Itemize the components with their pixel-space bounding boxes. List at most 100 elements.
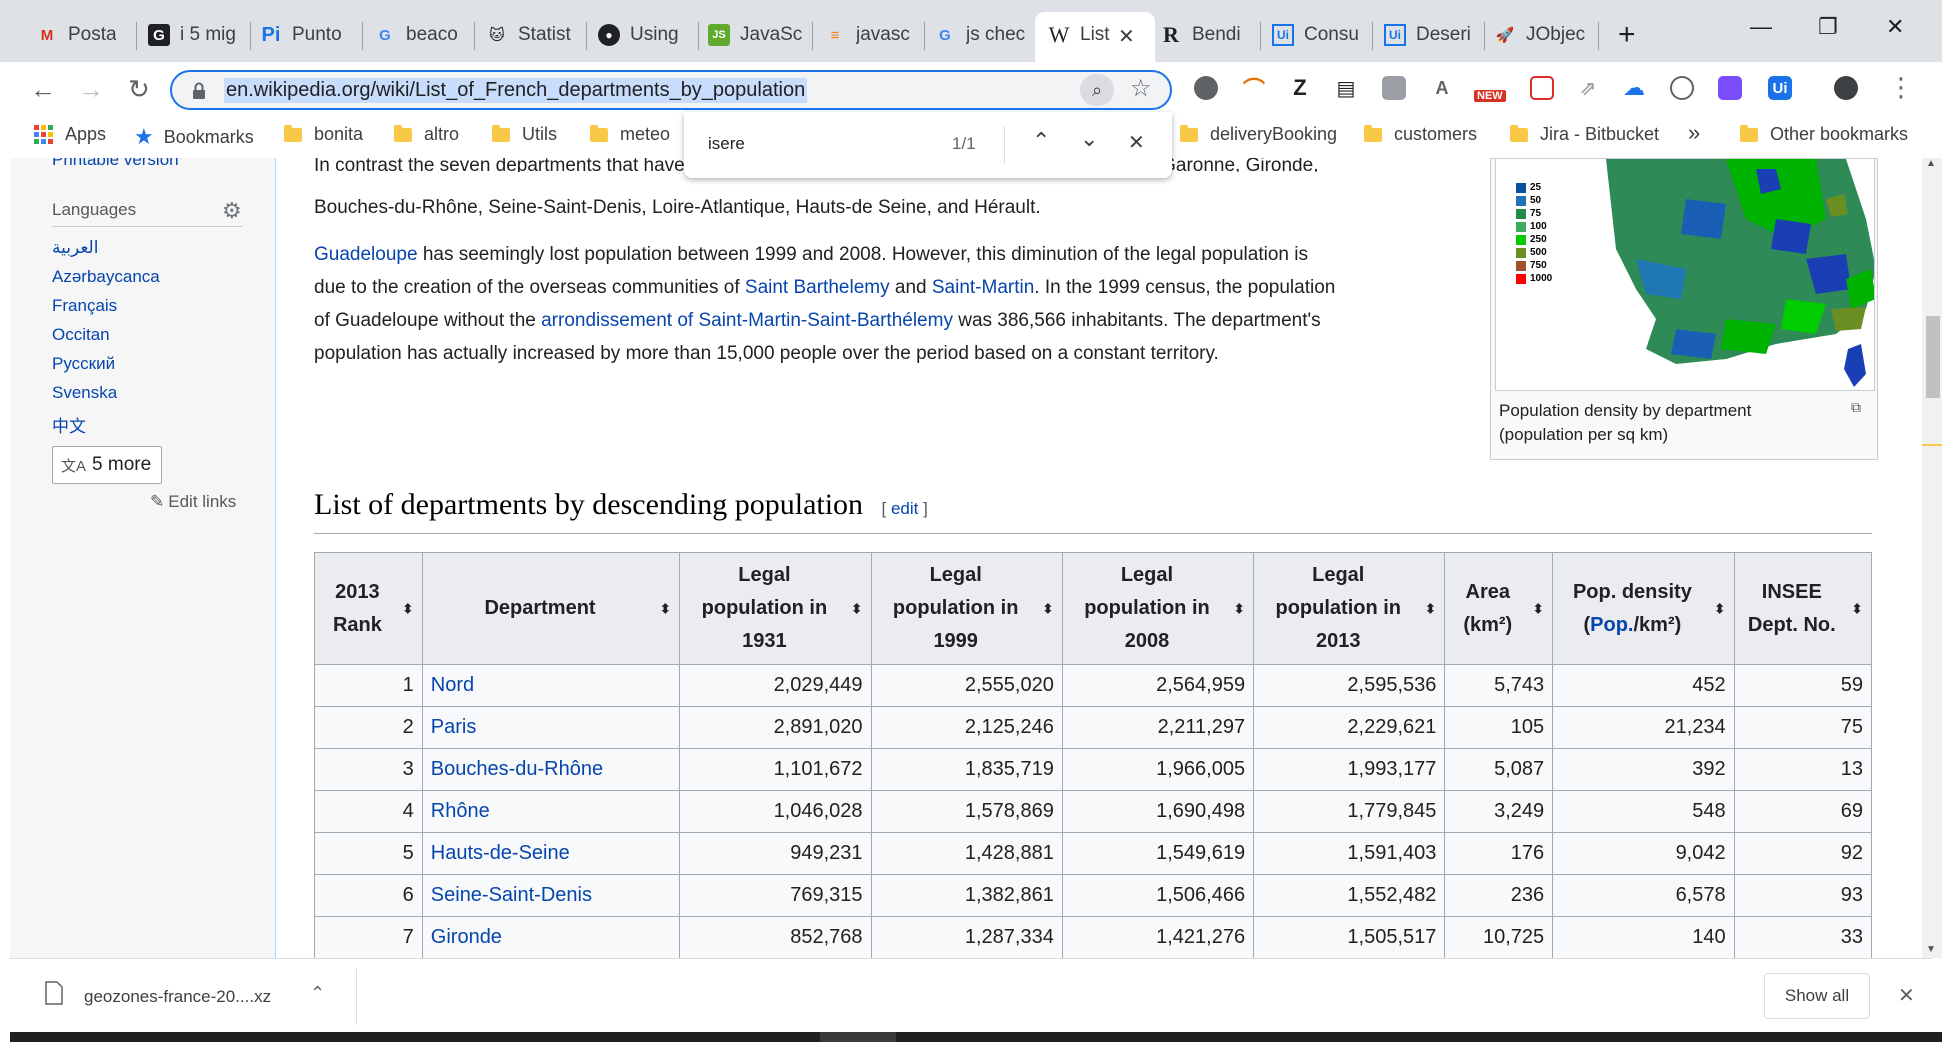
tab-js-check[interactable]: G js chec (934, 20, 1028, 50)
saint-barthelemy-link[interactable]: Saint Barthelemy (744, 277, 890, 298)
extension-purple-icon[interactable] (1718, 76, 1742, 100)
department-link[interactable]: Gironde (421, 916, 681, 958)
tab-punto[interactable]: Pi Punto (260, 20, 356, 50)
column-header-insee[interactable]: INSEE Dept. No. (1733, 552, 1873, 665)
lock-icon[interactable] (192, 82, 206, 100)
find-close-icon[interactable]: ✕ (1128, 132, 1145, 154)
department-link[interactable]: Seine-Saint-Denis (421, 874, 681, 917)
reload-icon[interactable]: ↻ (128, 74, 150, 104)
tab-javascript[interactable]: JS JavaSc (708, 20, 804, 50)
find-in-page-icon[interactable]: ⌕ (1080, 74, 1114, 106)
column-header-pop-1931[interactable]: Legal population in 1931 (679, 552, 872, 665)
department-link[interactable]: Bouches-du-Rhône (421, 748, 681, 791)
extension-ui-icon[interactable]: Ui (1768, 76, 1792, 100)
url-text[interactable]: en.wikipedia.org/wiki/List_of_French_dep… (224, 78, 808, 103)
column-header-pop-2008[interactable]: Legal population in 2008 (1061, 552, 1255, 665)
language-link-french[interactable]: Français (52, 296, 118, 315)
download-filename[interactable]: geozones-france-20....xz (84, 987, 272, 1006)
bookmark-folder-utils[interactable]: Utils (492, 124, 557, 145)
language-link-arabic[interactable]: العربية (52, 238, 99, 257)
find-next-icon[interactable]: ⌄ (1080, 126, 1099, 151)
language-link-swedish[interactable]: Svenska (52, 383, 118, 402)
tab-beacon[interactable]: G beaco (374, 20, 466, 50)
bookmark-apps[interactable]: Apps (34, 124, 106, 145)
scrollbar-thumb[interactable] (1926, 316, 1940, 398)
bookmark-folder-altro[interactable]: altro (394, 124, 459, 145)
profile-avatar[interactable] (1834, 76, 1858, 100)
department-link[interactable]: Hauts-de-Seine (421, 832, 681, 875)
tab-deseri[interactable]: Ui Deseri (1384, 20, 1474, 50)
translate-icon[interactable]: A (1435, 77, 1449, 98)
arrondissement-link[interactable]: arrondissement of Saint-Martin-Saint-Bar… (541, 310, 953, 331)
scroll-down-icon[interactable]: ▼ (1926, 944, 1936, 955)
tab-g[interactable]: G i 5 mig (148, 20, 240, 50)
vertical-scrollbar[interactable]: ▲ ▼ (1922, 158, 1942, 958)
cloud-icon[interactable]: ☁ (1623, 75, 1645, 100)
bookmark-other[interactable]: Other bookmarks (1740, 124, 1908, 145)
bookmarks-overflow-button[interactable]: » (1688, 120, 1701, 145)
share-icon[interactable]: ⇗ (1579, 77, 1597, 100)
show-all-button[interactable]: Show all (1764, 973, 1870, 1019)
department-link[interactable]: Paris (421, 706, 681, 749)
column-header-density[interactable]: Pop. density (Pop./km²) (1552, 552, 1735, 665)
extension-doc-icon[interactable]: ▤ (1336, 77, 1356, 100)
guadeloupe-link[interactable]: Guadeloupe (314, 244, 418, 265)
printable-version-link[interactable]: Printable version (52, 158, 179, 169)
column-header-pop-2013[interactable]: Legal population in 2013 (1253, 552, 1446, 665)
scroll-up-icon[interactable]: ▲ (1926, 158, 1936, 169)
bookmark-folder-meteo[interactable]: meteo (590, 124, 670, 145)
language-link-occitan[interactable]: Occitan (52, 325, 110, 344)
tab-bending[interactable]: R Bendi (1160, 20, 1250, 50)
column-header-department[interactable]: Department (421, 552, 681, 665)
language-link-russian[interactable]: Русский (52, 354, 116, 373)
close-window-icon[interactable]: ✕ (1886, 14, 1905, 39)
close-download-bar-icon[interactable]: ✕ (1898, 985, 1915, 1007)
new-tab-icon[interactable]: + (1618, 18, 1636, 51)
forward-icon[interactable]: → (78, 74, 104, 104)
section-edit-link[interactable]: edit (890, 499, 919, 518)
more-languages-button[interactable]: 文A 5 more (52, 446, 162, 484)
back-icon[interactable]: ← (30, 74, 56, 104)
edit-links-link[interactable]: ✎ Edit links (150, 492, 236, 512)
bookmark-folder-deliverybooking[interactable]: deliveryBooking (1180, 124, 1337, 145)
omnibox[interactable]: en.wikipedia.org/wiki/List_of_French_dep… (170, 70, 1172, 110)
language-link-chinese[interactable]: 中文 (52, 417, 86, 436)
extension-z-icon[interactable]: Z (1293, 75, 1307, 100)
tab-gmail[interactable]: M Posta i (36, 20, 116, 50)
find-previous-icon[interactable]: ⌃ (1032, 128, 1051, 153)
department-link[interactable]: Rhône (421, 790, 681, 833)
menu-icon[interactable]: ⋮ (1888, 72, 1914, 102)
star-bookmark-icon[interactable]: ☆ (1130, 75, 1152, 102)
tab-jobject[interactable]: 🚀 JObjec (1494, 20, 1586, 50)
tab-list-active[interactable]: W List (1048, 20, 1120, 50)
bookmark-folder-jira[interactable]: Jira - Bitbucket (1510, 124, 1659, 145)
saint-martin-link[interactable]: Saint-Martin (931, 277, 1035, 298)
bookmark-bookmarks[interactable]: ★ Bookmarks (134, 124, 254, 150)
taskbar-active-item[interactable] (820, 1032, 896, 1042)
extension-chart-icon[interactable] (1382, 76, 1406, 100)
bookmark-folder-bonita[interactable]: bonita (284, 124, 363, 145)
close-tab-icon[interactable]: ✕ (1118, 26, 1135, 48)
extension-circle-icon[interactable] (1194, 76, 1218, 100)
extension-pocket-icon[interactable] (1530, 76, 1554, 100)
column-header-rank[interactable]: 2013 Rank (314, 552, 423, 665)
bookmark-folder-customers[interactable]: customers (1364, 124, 1477, 145)
minimize-icon[interactable]: — (1750, 14, 1772, 39)
column-header-area[interactable]: Area (km²) (1444, 552, 1554, 665)
department-link[interactable]: Nord (421, 664, 681, 707)
column-header-pop-1999[interactable]: Legal population in 1999 (870, 552, 1063, 665)
tab-consu[interactable]: Ui Consu (1272, 20, 1364, 50)
tab-javascript-so[interactable]: ≡ javasc (824, 20, 914, 50)
tab-statistics[interactable]: 🐱 Statist (486, 20, 582, 50)
extension-new-icon[interactable]: NEW (1474, 76, 1506, 102)
download-options-icon[interactable]: ⌃ (310, 983, 326, 1003)
find-input[interactable]: isere (708, 134, 745, 153)
enlarge-icon[interactable]: ⧉ (1851, 399, 1861, 415)
tab-using[interactable]: ● Using (598, 20, 690, 50)
extension-arc-icon[interactable]: ⌒ (1242, 77, 1265, 102)
extension-clock-icon[interactable] (1670, 76, 1694, 100)
gear-icon[interactable]: ⚙ (222, 198, 242, 223)
language-link-azerbaijani[interactable]: Azərbaycanca (52, 267, 160, 286)
density-map-image[interactable]: 25 50 75 100 250 500 750 1000 (1495, 159, 1875, 391)
restore-icon[interactable]: ❐ (1818, 14, 1838, 39)
